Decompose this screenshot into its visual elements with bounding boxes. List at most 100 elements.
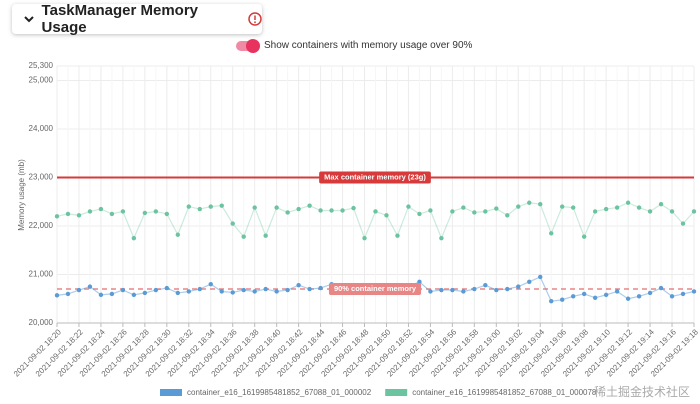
data-point: [625, 296, 631, 301]
data-point: [581, 234, 587, 239]
data-point: [461, 205, 466, 210]
data-point: [483, 282, 488, 288]
data-point: [669, 294, 675, 299]
y-axis-label: Memory usage (mb): [17, 159, 26, 231]
data-point: [570, 205, 576, 210]
data-point: [219, 203, 224, 208]
data-point: [428, 208, 433, 213]
legend-swatch: [385, 389, 408, 396]
data-point: [197, 286, 202, 292]
data-point: [164, 211, 170, 217]
watermark: 稀土掘金技术社区: [593, 385, 690, 399]
data-point: [318, 208, 323, 213]
data-point: [340, 208, 345, 213]
data-point: [516, 284, 521, 289]
data-point: [680, 221, 686, 226]
data-point: [625, 200, 631, 205]
data-point: [219, 289, 224, 294]
data-point: [263, 233, 268, 238]
data-point: [175, 232, 181, 237]
data-point: [450, 287, 455, 293]
data-point: [538, 274, 543, 280]
data-point: [428, 289, 433, 294]
data-point: [274, 205, 279, 210]
legend-label: container_e16_1619985481852_67088_01_000…: [412, 388, 597, 397]
data-point: [230, 290, 235, 295]
data-point: [581, 291, 587, 297]
data-point: [120, 209, 126, 214]
legend-label: container_e16_1619985481852_67088_01_000…: [187, 388, 372, 397]
data-point: [538, 201, 543, 207]
data-point: [76, 287, 82, 293]
data-point: [658, 285, 664, 291]
toggle-label: Show containers with memory usage over 9…: [264, 40, 473, 51]
data-point: [494, 206, 499, 211]
data-point: [274, 289, 279, 294]
data-point: [54, 293, 60, 298]
data-point: [636, 294, 642, 299]
y-tick-label: 22,000: [29, 221, 54, 230]
header-card[interactable]: TaskManager Memory Usage: [12, 2, 262, 36]
data-point: [153, 209, 159, 214]
data-point: [603, 292, 609, 298]
y-tick-label: 25,300: [29, 61, 54, 70]
data-point: [98, 292, 104, 298]
data-point: [131, 292, 137, 298]
chevron-icon[interactable]: [22, 12, 36, 26]
data-point: [450, 209, 455, 214]
data-point: [208, 282, 213, 287]
data-point: [329, 208, 334, 213]
annotation-box: [328, 283, 422, 296]
y-tick-label: 25,000: [29, 76, 54, 85]
data-point: [636, 205, 642, 210]
data-point: [406, 204, 411, 209]
data-point: [483, 209, 488, 214]
toggle[interactable]: Show containers with memory usage over 9…: [236, 38, 473, 53]
data-point: [252, 289, 257, 294]
data-point: [241, 287, 246, 293]
data-point: [307, 203, 312, 208]
data-point: [658, 201, 664, 207]
legend-swatch: [160, 389, 182, 396]
data-point: [285, 210, 290, 215]
data-point: [384, 213, 389, 218]
data-point: [296, 282, 301, 288]
annotation-label: 90% container memory: [328, 283, 422, 296]
data-point: [570, 294, 576, 299]
data-point: [230, 221, 235, 226]
data-point: [516, 204, 521, 209]
warning-icon[interactable]: [247, 11, 262, 27]
switch[interactable]: [236, 38, 260, 53]
data-point: [614, 289, 620, 294]
data-point: [549, 298, 554, 304]
title: TaskManager Memory Usage: [41, 2, 198, 36]
data-point: [54, 214, 60, 219]
data-point: [131, 235, 137, 241]
annotation-box: [319, 171, 431, 184]
data-point: [647, 209, 653, 214]
data-point: [153, 287, 159, 293]
data-point: [186, 204, 191, 209]
data-point: [318, 285, 323, 291]
data-point: [120, 287, 126, 293]
data-point: [472, 286, 477, 292]
data-point: [614, 205, 620, 210]
data-point: [87, 209, 93, 214]
data-point: [373, 209, 378, 214]
data-point: [494, 287, 499, 293]
data-point: [472, 210, 477, 215]
data-point: [395, 233, 400, 238]
data-point: [142, 210, 148, 216]
data-point: [560, 297, 565, 302]
data-point: [142, 290, 148, 296]
data-point: [647, 290, 653, 296]
data-point: [505, 286, 510, 292]
data-point: [560, 204, 565, 209]
data-point: [461, 289, 466, 294]
data-point: [65, 291, 71, 297]
data-point: [307, 286, 312, 292]
data-point: [439, 287, 444, 293]
data-point: [680, 291, 686, 297]
y-tick-label: 21,000: [29, 270, 54, 279]
